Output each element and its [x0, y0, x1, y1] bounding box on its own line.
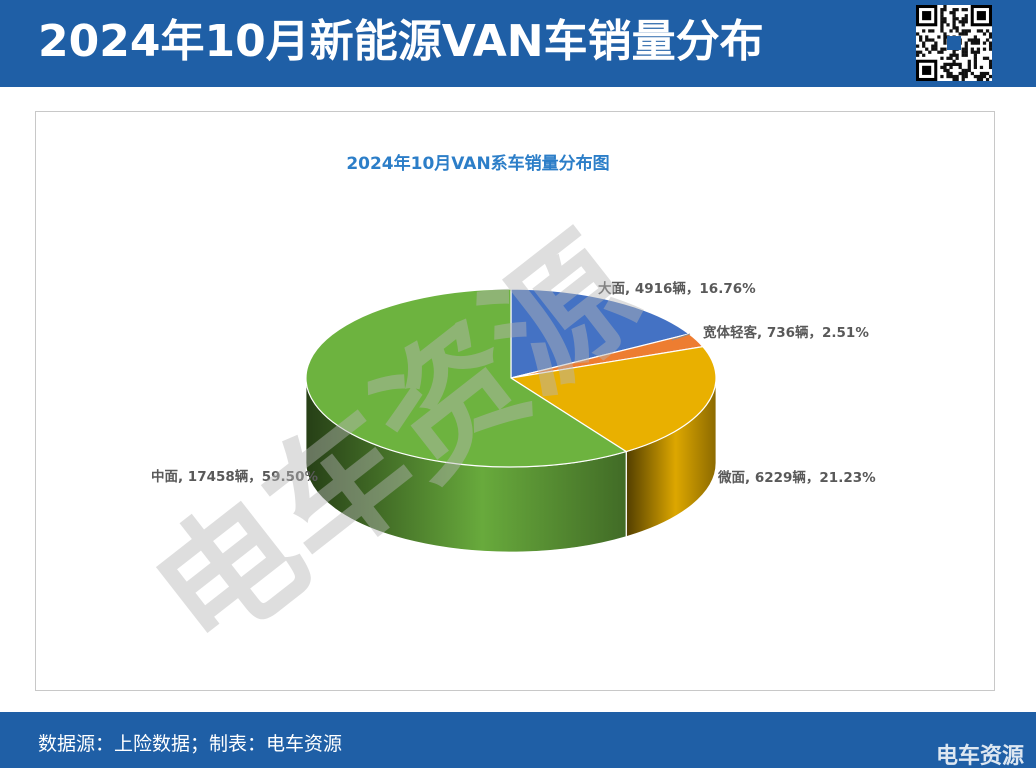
pie-slice-中面: [305, 288, 628, 468]
footer-bar: 数据源：上险数据；制表：电车资源 电车资源: [0, 712, 1036, 769]
qr-code-icon: [916, 5, 993, 82]
data-source-note: 数据源：上险数据；制表：电车资源: [38, 733, 343, 755]
leader-line: [671, 333, 691, 341]
pie-slice-大面: [510, 288, 691, 379]
data-label-宽体轻客: 宽体轻客, 736辆，2.51%: [703, 324, 869, 341]
header-bar: 2024年10月新能源VAN车销量分布: [0, 0, 1036, 87]
data-label-微面: 微面, 6229辆，21.23%: [717, 469, 876, 486]
chart-title: 2024年10月VAN系车销量分布图: [346, 154, 610, 174]
data-label-中面: 中面, 17458辆，59.50%: [151, 468, 318, 485]
pie-top: [305, 288, 717, 468]
data-label-大面: 大面, 4916辆，16.76%: [598, 280, 756, 297]
pie-slice-微面: [509, 345, 717, 453]
brand-logo: 电车资源: [935, 744, 1024, 769]
page-title: 2024年10月新能源VAN车销量分布: [38, 16, 764, 67]
